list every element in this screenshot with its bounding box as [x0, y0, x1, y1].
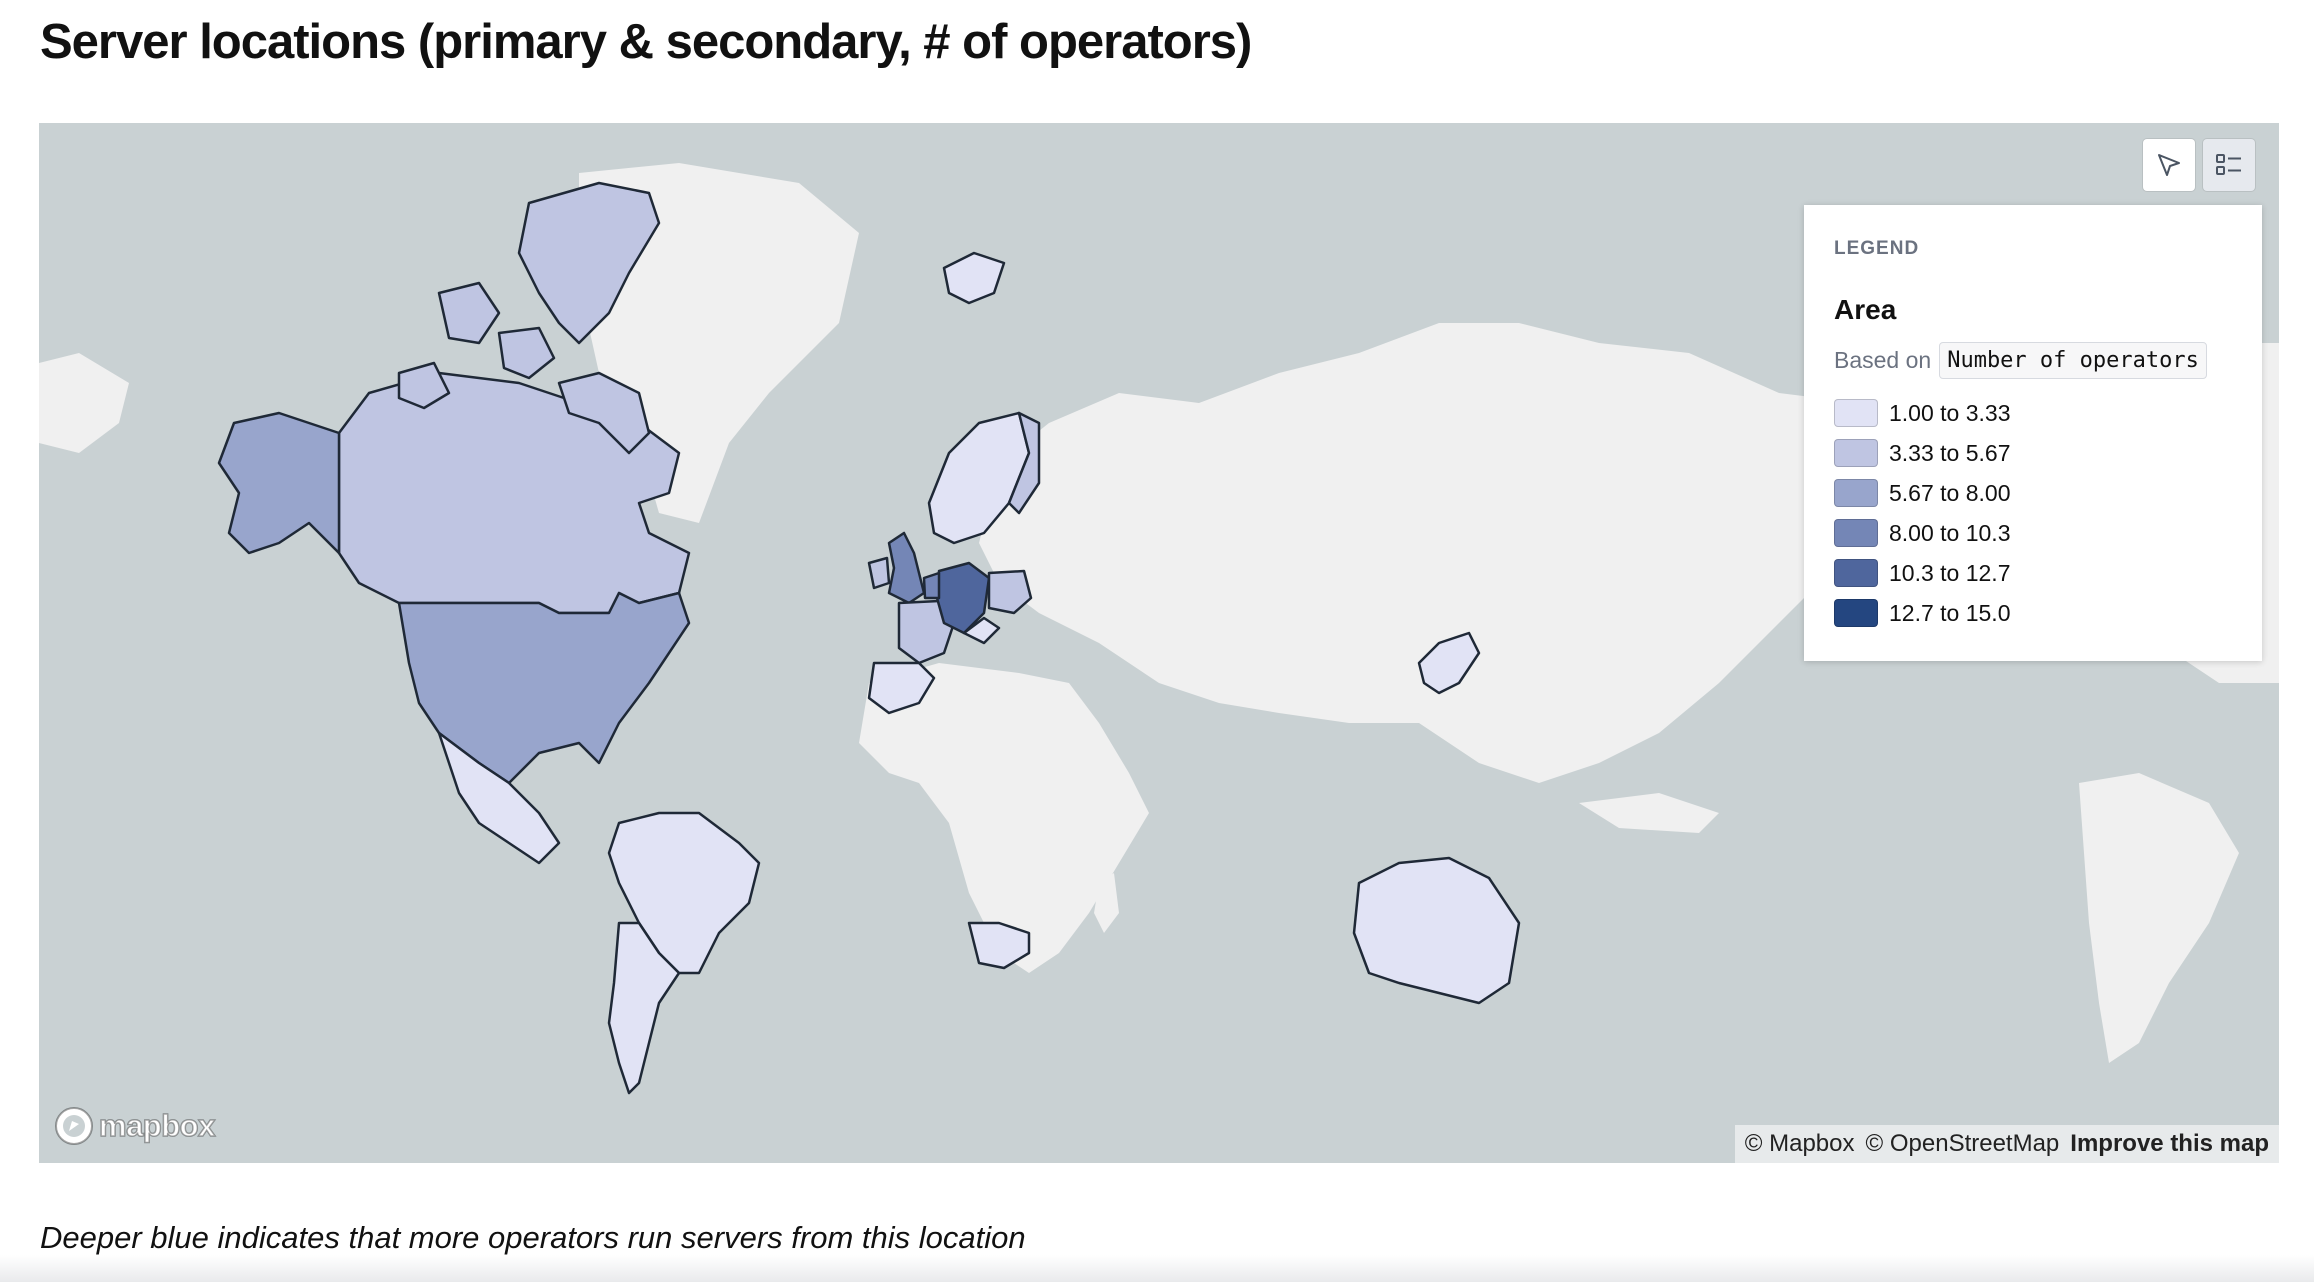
region-united-kingdom[interactable]: [887, 531, 926, 605]
legend-class-label: 12.7 to 15.0: [1889, 599, 2011, 626]
legend-toggle-button[interactable]: [2203, 139, 2255, 191]
region-canada[interactable]: [337, 371, 691, 615]
legend-class-label: 1.00 to 3.33: [1889, 399, 2011, 426]
legend-swatch: [1834, 519, 1878, 547]
choropleth-layer[interactable]: [217, 181, 1521, 1095]
region-mexico[interactable]: [437, 731, 561, 865]
select-tool-button[interactable]: [2143, 139, 2195, 191]
legend-list-icon: [2216, 154, 2241, 175]
region-australia[interactable]: [1352, 856, 1521, 1005]
legend-based-on: Based on Number of operators: [1834, 342, 2232, 379]
map-attribution: © Mapbox © OpenStreetMap Improve this ma…: [1734, 1125, 2279, 1163]
legend-class-label: 3.33 to 5.67: [1889, 439, 2011, 466]
land-left-edge: [39, 353, 129, 453]
land-indonesia: [1579, 793, 1719, 833]
legend-class: 10.3 to 12.7: [1834, 553, 2232, 593]
legend-layer-name: Area: [1834, 294, 1897, 325]
land-madagascar: [1094, 873, 1119, 933]
legend-class: 8.00 to 10.3: [1834, 513, 2232, 553]
legend-heading: LEGEND: [1834, 238, 1920, 259]
region-arctic-islands[interactable]: [517, 181, 661, 345]
region-poland[interactable]: [987, 569, 1033, 615]
region-arctic-islands-3[interactable]: [497, 326, 556, 380]
land-right-south-america: [2079, 773, 2239, 1063]
region-arctic-islands-4[interactable]: [397, 361, 451, 410]
region-chile-argentina[interactable]: [607, 921, 681, 1095]
legend-swatch: [1834, 399, 1878, 427]
bottom-fade: [0, 1255, 2314, 1282]
legend-class-list: 1.00 to 3.33 3.33 to 5.67 5.67 to 8.00 8…: [1834, 393, 2232, 633]
mapbox-logo[interactable]: mapbox: [53, 1105, 216, 1147]
legend-swatch: [1834, 559, 1878, 587]
region-japan[interactable]: [1417, 631, 1481, 695]
region-iceland[interactable]: [942, 251, 1006, 305]
page-title: Server locations (primary & secondary, #…: [40, 15, 1252, 69]
region-netherlands[interactable]: [922, 571, 941, 600]
region-finland[interactable]: [1007, 411, 1041, 515]
legend-field-name: Number of operators: [1939, 342, 2207, 379]
legend-swatch: [1834, 439, 1878, 467]
mapbox-logo-text: mapbox: [98, 1107, 216, 1144]
cursor-arrow-icon: [2158, 154, 2180, 176]
legend-class-label: 5.67 to 8.00: [1889, 479, 2011, 506]
map-caption: Deeper blue indicates that more operator…: [40, 1220, 1026, 1255]
region-alaska[interactable]: [217, 411, 341, 555]
improve-map-link[interactable]: Improve this map: [2070, 1130, 2269, 1157]
region-baffin[interactable]: [557, 371, 651, 455]
legend-swatch: [1834, 599, 1878, 627]
land-africa: [859, 663, 1149, 973]
region-iberia[interactable]: [867, 661, 936, 715]
legend-class-label: 8.00 to 10.3: [1889, 519, 2011, 546]
legend-class: 1.00 to 3.33: [1834, 393, 2232, 433]
land-pacific-americas: [1689, 413, 1799, 483]
legend-class: 5.67 to 8.00: [1834, 473, 2232, 513]
legend-panel: LEGEND Area Based on Number of operators…: [1804, 205, 2262, 661]
region-south-africa[interactable]: [967, 921, 1031, 970]
region-central-europe[interactable]: [962, 616, 1001, 645]
legend-swatch: [1834, 479, 1878, 507]
region-germany[interactable]: [935, 561, 991, 635]
legend-class: 12.7 to 15.0: [1834, 593, 2232, 633]
region-ireland[interactable]: [867, 556, 891, 590]
map-canvas[interactable]: LEGEND Area Based on Number of operators…: [39, 123, 2279, 1163]
legend-based-on-label: Based on: [1834, 347, 1932, 373]
legend-class-label: 10.3 to 12.7: [1889, 559, 2011, 586]
mapbox-logo-icon: [55, 1107, 93, 1145]
region-arctic-islands-2[interactable]: [437, 281, 501, 345]
legend-class: 3.33 to 5.67: [1834, 433, 2232, 473]
attribution-mapbox-link[interactable]: © Mapbox: [1744, 1130, 1855, 1157]
world-map[interactable]: [39, 123, 2279, 1163]
region-united-states[interactable]: [397, 591, 691, 785]
attribution-osm-link[interactable]: © OpenStreetMap: [1865, 1130, 2060, 1157]
